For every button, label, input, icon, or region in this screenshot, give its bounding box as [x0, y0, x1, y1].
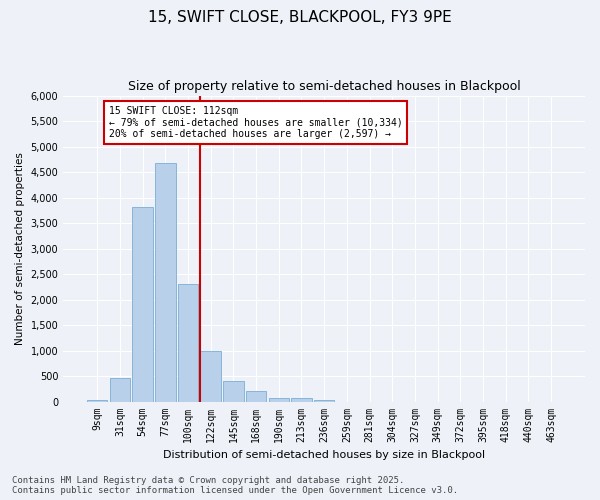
Bar [200, 350, 221, 402]
Bar [87, 400, 107, 402]
Bar [178, 284, 198, 402]
Bar [223, 380, 244, 402]
Bar [246, 392, 266, 402]
Y-axis label: Number of semi-detached properties: Number of semi-detached properties [15, 152, 25, 345]
Bar [110, 378, 130, 402]
Bar [314, 400, 334, 402]
Bar [291, 398, 311, 402]
Bar [269, 398, 289, 402]
Text: 15, SWIFT CLOSE, BLACKPOOL, FY3 9PE: 15, SWIFT CLOSE, BLACKPOOL, FY3 9PE [148, 10, 452, 25]
Title: Size of property relative to semi-detached houses in Blackpool: Size of property relative to semi-detach… [128, 80, 521, 93]
Bar [133, 206, 153, 402]
Bar [155, 163, 176, 402]
X-axis label: Distribution of semi-detached houses by size in Blackpool: Distribution of semi-detached houses by … [163, 450, 485, 460]
Text: 15 SWIFT CLOSE: 112sqm
← 79% of semi-detached houses are smaller (10,334)
20% of: 15 SWIFT CLOSE: 112sqm ← 79% of semi-det… [109, 106, 403, 139]
Text: Contains HM Land Registry data © Crown copyright and database right 2025.
Contai: Contains HM Land Registry data © Crown c… [12, 476, 458, 495]
